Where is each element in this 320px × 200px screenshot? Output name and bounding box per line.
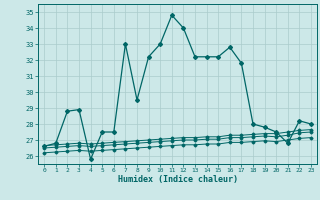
X-axis label: Humidex (Indice chaleur): Humidex (Indice chaleur): [118, 175, 238, 184]
